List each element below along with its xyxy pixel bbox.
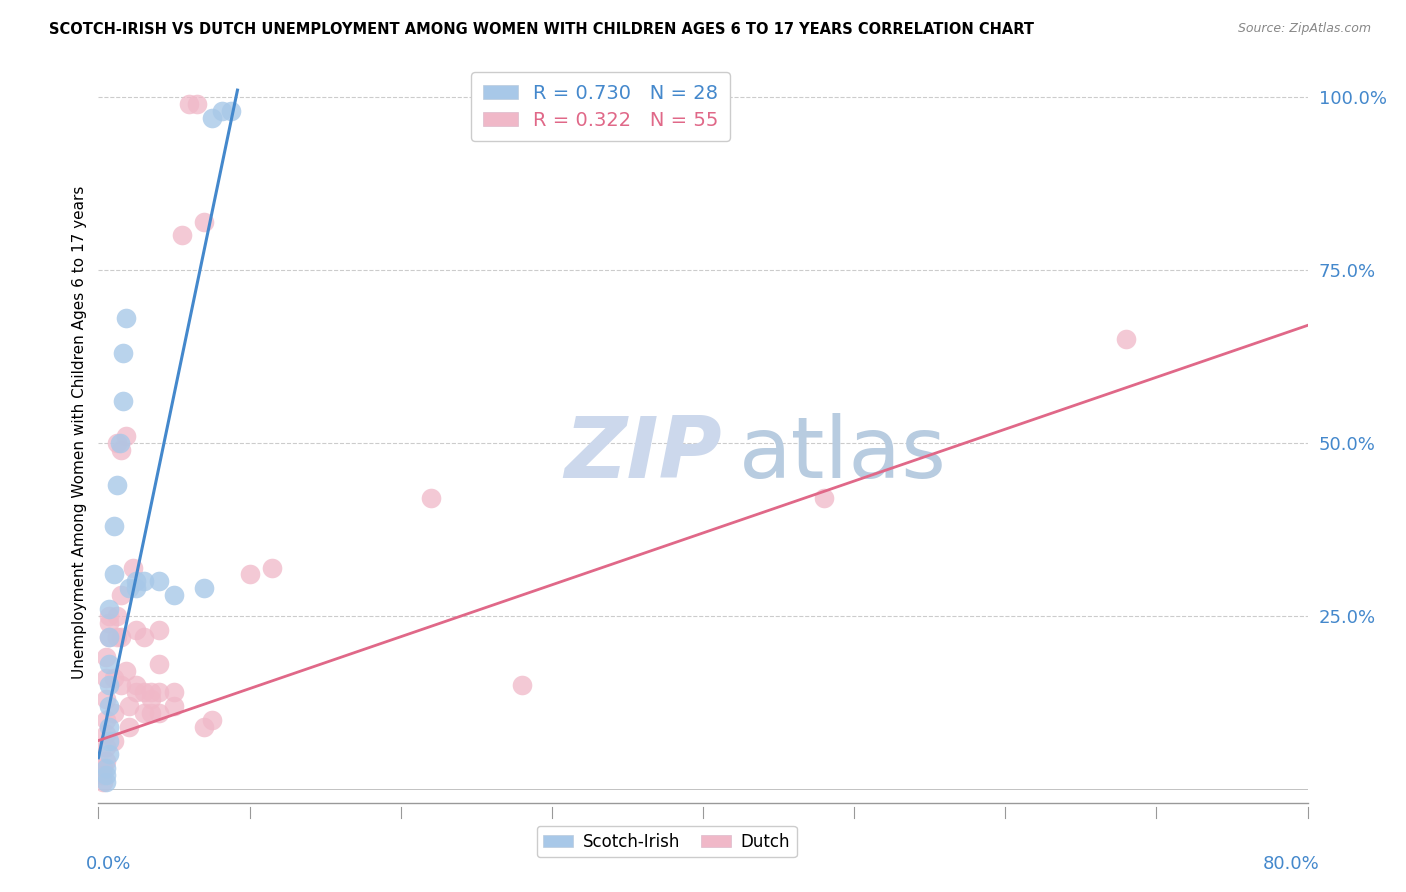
Point — [105, 609, 128, 624]
Point — [98, 720, 121, 734]
Point — [105, 477, 128, 491]
Point — [163, 698, 186, 713]
Point — [1115, 332, 1137, 346]
Point — [148, 623, 170, 637]
Point — [125, 685, 148, 699]
Point — [98, 747, 121, 762]
Point — [132, 685, 155, 699]
Point — [98, 602, 121, 616]
Text: 0.0%: 0.0% — [86, 855, 132, 872]
Point — [110, 442, 132, 457]
Point — [103, 519, 125, 533]
Point — [98, 630, 121, 644]
Point — [125, 574, 148, 589]
Legend: Scotch-Irish, Dutch: Scotch-Irish, Dutch — [537, 826, 797, 857]
Text: SCOTCH-IRISH VS DUTCH UNEMPLOYMENT AMONG WOMEN WITH CHILDREN AGES 6 TO 17 YEARS : SCOTCH-IRISH VS DUTCH UNEMPLOYMENT AMONG… — [49, 22, 1035, 37]
Point — [148, 706, 170, 720]
Point — [94, 775, 117, 789]
Point — [103, 671, 125, 685]
Point — [420, 491, 443, 506]
Point — [105, 630, 128, 644]
Point — [98, 698, 121, 713]
Point — [141, 685, 163, 699]
Point — [94, 671, 117, 685]
Point — [98, 615, 121, 630]
Point — [170, 228, 193, 243]
Point — [239, 567, 262, 582]
Point — [94, 650, 117, 665]
Point — [132, 630, 155, 644]
Point — [813, 491, 835, 506]
Point — [94, 713, 117, 727]
Point — [510, 678, 533, 692]
Point — [98, 733, 121, 747]
Point — [148, 685, 170, 699]
Point — [98, 657, 121, 672]
Point — [201, 713, 224, 727]
Point — [114, 665, 136, 679]
Point — [118, 720, 141, 734]
Point — [110, 630, 132, 644]
Point — [91, 775, 114, 789]
Text: atlas: atlas — [740, 413, 948, 496]
Point — [163, 685, 186, 699]
Point — [132, 574, 155, 589]
Point — [148, 574, 170, 589]
Point — [111, 394, 134, 409]
Point — [91, 761, 114, 775]
Point — [163, 588, 186, 602]
Point — [211, 103, 233, 118]
Text: Source: ZipAtlas.com: Source: ZipAtlas.com — [1237, 22, 1371, 36]
Point — [262, 560, 284, 574]
Point — [103, 567, 125, 582]
Point — [103, 733, 125, 747]
Point — [125, 582, 148, 596]
Point — [193, 720, 215, 734]
Point — [98, 630, 121, 644]
Point — [201, 111, 224, 125]
Point — [111, 346, 134, 360]
Text: ZIP: ZIP — [564, 413, 721, 496]
Point — [94, 726, 117, 740]
Point — [103, 706, 125, 720]
Point — [122, 560, 145, 574]
Point — [94, 692, 117, 706]
Point — [118, 582, 141, 596]
Point — [94, 754, 117, 768]
Point — [94, 761, 117, 775]
Point — [125, 623, 148, 637]
Point — [110, 588, 132, 602]
Point — [148, 657, 170, 672]
Point — [193, 214, 215, 228]
Y-axis label: Unemployment Among Women with Children Ages 6 to 17 years: Unemployment Among Women with Children A… — [72, 186, 87, 680]
Point — [98, 609, 121, 624]
Point — [179, 97, 201, 112]
Point — [114, 311, 136, 326]
Point — [186, 97, 208, 112]
Point — [114, 429, 136, 443]
Point — [141, 692, 163, 706]
Point — [193, 582, 215, 596]
Point — [141, 706, 163, 720]
Point — [94, 768, 117, 782]
Point — [108, 436, 131, 450]
Point — [132, 706, 155, 720]
Point — [118, 698, 141, 713]
Text: 80.0%: 80.0% — [1263, 855, 1320, 872]
Point — [91, 768, 114, 782]
Point — [110, 678, 132, 692]
Point — [221, 103, 243, 118]
Point — [98, 678, 121, 692]
Point — [105, 436, 128, 450]
Point — [94, 740, 117, 755]
Point — [125, 678, 148, 692]
